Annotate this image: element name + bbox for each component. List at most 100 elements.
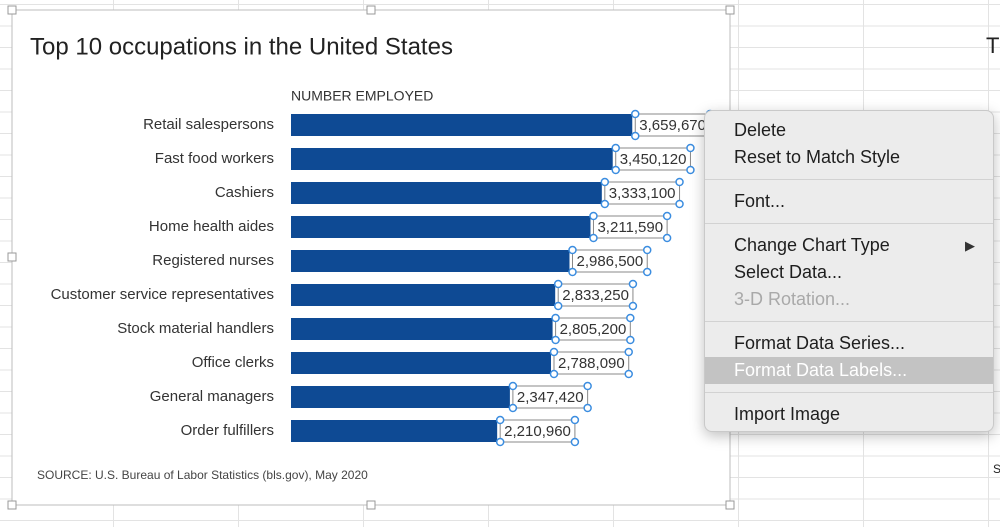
menu-item[interactable]: Import Image [705,401,993,428]
data-label-group[interactable]: 2,210,960 [495,415,580,447]
label-handle[interactable] [570,415,580,425]
bar[interactable] [291,420,498,442]
bar[interactable] [291,352,551,374]
data-label-box[interactable] [512,385,589,409]
frame-handle[interactable] [366,5,376,15]
label-handle[interactable] [642,245,652,255]
data-label: 2,210,960 [504,423,571,440]
label-handle[interactable] [686,165,695,175]
label-handle[interactable] [553,279,563,289]
label-handle[interactable] [611,165,620,175]
menu-item[interactable]: Format Data Series... [705,330,993,357]
label-handle[interactable] [631,131,640,141]
data-label-group[interactable]: 2,833,250 [553,279,638,311]
bar[interactable] [291,182,602,204]
label-handle[interactable] [628,279,638,289]
data-label-box[interactable] [604,181,681,205]
label-handle[interactable] [626,335,635,345]
bar[interactable] [291,148,613,170]
label-handle[interactable] [551,335,560,345]
data-label-box[interactable] [553,351,630,375]
label-handle[interactable] [626,313,635,323]
label-handle[interactable] [624,347,633,357]
menu-item[interactable]: Change Chart Type ▶ [705,232,993,259]
label-handle[interactable] [508,381,518,391]
menu-item-label: Format Data Series... [734,333,906,353]
y-tick-label: Registered nurses [152,252,274,269]
data-label-box[interactable] [615,147,691,171]
label-handle[interactable] [570,437,580,447]
menu-item-label: Change Chart Type [734,235,890,255]
label-handle[interactable] [568,267,577,277]
label-handle[interactable] [589,211,598,221]
label-handle[interactable] [495,415,505,425]
label-handle[interactable] [583,403,592,413]
menu-item[interactable]: Select Data... [705,259,993,286]
data-label-group[interactable]: 3,659,670 [631,109,715,141]
label-handle[interactable] [508,403,518,413]
y-tick-label: Cashiers [215,184,274,201]
menu-item[interactable]: Format Data Labels... [705,357,993,384]
label-handle[interactable] [551,313,560,323]
label-handle[interactable] [642,267,652,277]
bar[interactable] [291,216,591,238]
data-label-box[interactable] [592,215,668,239]
label-handle[interactable] [624,369,633,379]
label-handle[interactable] [600,199,610,209]
data-label: 2,788,090 [558,355,625,372]
label-handle[interactable] [589,233,598,243]
label-handle[interactable] [662,233,672,243]
menu-item[interactable]: Font... [705,188,993,215]
frame-handle[interactable] [725,5,735,15]
bar[interactable] [291,386,510,408]
data-label-group[interactable]: 3,450,120 [611,143,695,175]
data-label-group[interactable]: 3,333,100 [600,177,684,209]
label-handle[interactable] [662,211,672,221]
frame-handle[interactable] [366,500,376,510]
bar[interactable] [291,114,633,136]
label-handle[interactable] [611,143,620,153]
label-handle[interactable] [675,177,684,187]
submenu-arrow: ▶ [965,238,975,253]
label-handle[interactable] [631,109,640,119]
data-label-group[interactable]: 2,347,420 [508,381,592,413]
label-handle[interactable] [600,177,610,187]
label-handle[interactable] [549,369,559,379]
sheet-fragment: S [993,462,1000,476]
data-label-box[interactable] [557,283,634,307]
menu-item-label: Font... [734,191,786,211]
bar[interactable] [291,284,556,306]
chart-subtitle: NUMBER EMPLOYED [291,88,433,104]
data-label-group[interactable]: 2,986,500 [568,245,652,277]
y-tick-label: Fast food workers [155,150,274,167]
label-handle[interactable] [628,301,638,311]
label-handle[interactable] [568,245,577,255]
menu-item-label: 3-D Rotation... [734,289,851,309]
label-handle[interactable] [549,347,559,357]
label-handle[interactable] [686,143,695,153]
chart-title: Top 10 occupations in the United States [30,33,453,60]
data-label-box[interactable] [499,419,576,443]
menu-item-label: Reset to Match Style [734,147,901,167]
bar[interactable] [291,318,553,340]
menu-separator [705,179,993,180]
label-handle[interactable] [583,381,592,391]
menu-item[interactable]: Reset to Match Style [705,144,993,171]
bar[interactable] [291,250,570,272]
frame-handle[interactable] [7,500,17,510]
data-label-group[interactable]: 3,211,590 [589,211,672,243]
frame-handle[interactable] [7,5,17,15]
label-handle[interactable] [675,199,684,209]
frame-handle[interactable] [725,500,735,510]
data-label-box[interactable] [571,249,648,273]
data-label-group[interactable]: 2,788,090 [549,347,633,379]
menu-separator [705,321,993,322]
label-handle[interactable] [553,301,563,311]
menu-item[interactable]: Delete [705,117,993,144]
data-label-group[interactable]: 2,805,200 [551,313,635,345]
label-handle[interactable] [495,437,505,447]
menu-item-label: Select Data... [734,262,843,282]
frame-handle[interactable] [7,252,17,262]
data-label-box[interactable] [555,317,631,341]
